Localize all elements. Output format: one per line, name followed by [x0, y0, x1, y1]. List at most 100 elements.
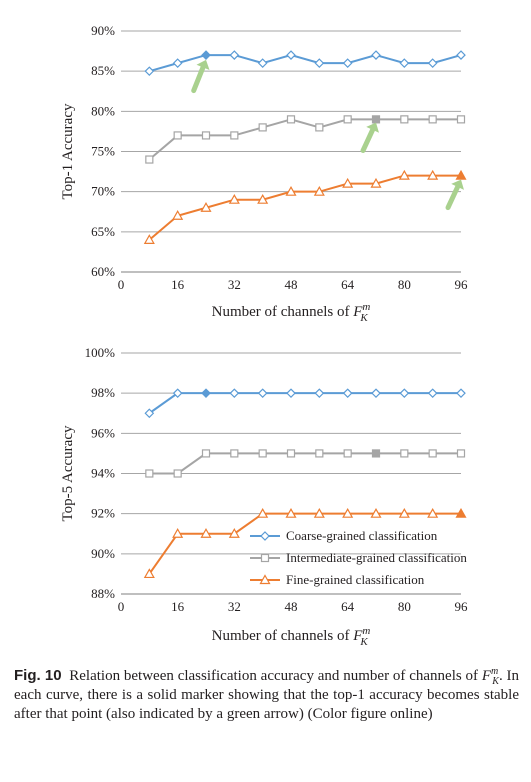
data-point [456, 388, 466, 399]
data-point [371, 449, 381, 458]
data-point [143, 234, 155, 244]
x-tick-label: 80 [398, 277, 411, 292]
green-arrow-shaft [360, 127, 376, 154]
data-point [342, 177, 354, 188]
data-point [455, 507, 467, 518]
data-point [257, 58, 268, 68]
data-point [229, 50, 240, 60]
data-point [427, 507, 439, 518]
figure: 60% 65% 70% 75% 80% 85% 90% 0 16 32 48 64 80 96 Top-1 … [60, 23, 469, 648]
x-axis-label-math-sub: K [359, 312, 368, 324]
data-point [313, 507, 325, 518]
data-point [201, 131, 211, 140]
data-point [427, 169, 439, 180]
data-point [144, 408, 155, 419]
x-tick-label: 96 [455, 599, 469, 614]
data-point [257, 388, 268, 399]
data-point [343, 115, 352, 124]
legend-swatch-marker [260, 531, 270, 541]
y-tick-label: 90% [91, 546, 115, 561]
top5-accuracy-chart: 88% 90% 92% 94% 96% 98% 100% 0 16 32 48 64 80 96 Top-5… [60, 345, 468, 648]
data-point [428, 115, 437, 124]
data-point [371, 50, 381, 60]
legend-label: Intermediate-grained classification [286, 550, 467, 565]
data-point [343, 449, 352, 458]
data-point [398, 169, 410, 180]
x-axis-label-math-base: F [352, 304, 363, 320]
data-point [400, 115, 409, 124]
y-axis-label: Top-5 Accuracy [60, 425, 76, 521]
data-point [145, 155, 154, 164]
legend-label: Coarse-grained classification [286, 528, 438, 543]
data-point [286, 115, 296, 124]
x-tick-label: 16 [171, 599, 185, 614]
data-point [456, 449, 466, 458]
series-line-0 [148, 392, 461, 415]
x-tick-label: 0 [118, 277, 125, 292]
y-tick-label: 85% [91, 63, 115, 78]
y-tick-label: 94% [91, 466, 115, 481]
x-tick-label: 32 [228, 277, 241, 292]
data-point [144, 66, 155, 77]
x-axis-label-math-sup: m [362, 625, 370, 637]
series-line-0 [149, 54, 462, 73]
caption-text-start: Relation between classification accuracy… [69, 668, 482, 684]
x-tick-label: 48 [285, 277, 298, 292]
y-tick-label: 88% [91, 586, 115, 601]
x-tick-label: 64 [341, 277, 355, 292]
x-axis-label-math-base: F [352, 628, 363, 644]
y-axis-label: Top-1 Accuracy [60, 103, 76, 199]
legend-swatch-marker [259, 574, 271, 585]
data-point [427, 388, 438, 399]
data-point [342, 58, 353, 68]
data-point [201, 50, 211, 60]
data-point [230, 449, 239, 458]
data-point [371, 115, 381, 124]
series-line-1 [149, 452, 461, 475]
y-tick-label: 90% [91, 23, 115, 38]
y-tick-label: 60% [91, 264, 115, 279]
data-point [172, 58, 183, 68]
data-point [173, 469, 182, 478]
data-point [286, 449, 296, 458]
x-axis-label-text: Number of channels of [212, 628, 354, 644]
data-point [400, 449, 409, 458]
data-point [342, 388, 353, 399]
data-point [230, 131, 239, 140]
data-point [398, 507, 410, 518]
data-point [314, 58, 325, 68]
y-tick-label: 80% [91, 103, 115, 118]
data-point [286, 50, 296, 60]
y-tick-label: 92% [91, 506, 115, 521]
data-point [172, 388, 183, 399]
y-tick-label: 75% [91, 144, 115, 159]
series-line-2 [148, 174, 461, 241]
series-line-2 [148, 512, 461, 575]
data-point [173, 131, 182, 140]
data-point [201, 388, 211, 399]
data-point [200, 528, 212, 538]
data-point [228, 528, 240, 538]
x-tick-label: 80 [398, 599, 411, 614]
data-point [285, 185, 297, 196]
caption-text-end: . In each curve, there is a solid marker… [14, 668, 520, 722]
legend-swatch-marker [260, 553, 270, 563]
y-tick-label: 65% [91, 224, 115, 239]
x-tick-label: 32 [228, 599, 241, 614]
figure-caption: Fig. 10 Relation between classification … [14, 666, 519, 724]
data-point [200, 202, 212, 212]
legend-label: Fine-grained classification [286, 572, 425, 587]
data-point [314, 388, 325, 399]
green-arrow-head [366, 122, 379, 133]
x-axis-label: Number of channels of Fm K [212, 301, 371, 324]
data-point [399, 388, 410, 399]
data-point [315, 123, 324, 132]
data-point [456, 50, 466, 60]
data-point [172, 210, 184, 220]
x-axis-label-math-sub: K [359, 636, 368, 648]
data-point [286, 388, 296, 399]
x-tick-label: 96 [455, 277, 469, 292]
data-point [229, 388, 240, 399]
data-point [258, 449, 267, 458]
x-axis-label: Number of channels of Fm K [212, 625, 371, 648]
